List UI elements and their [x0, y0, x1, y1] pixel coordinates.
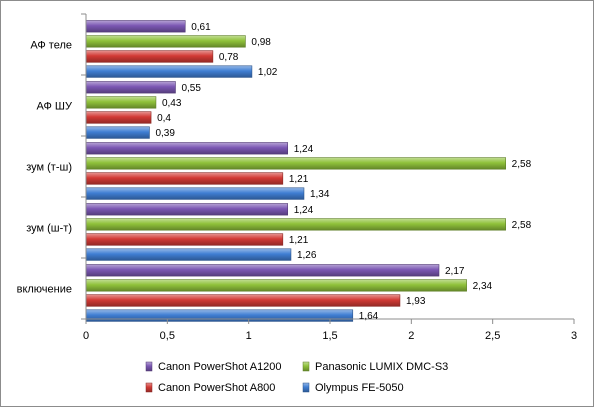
- value-label-5-4: 1,64: [359, 311, 379, 322]
- bar-4-2: [85, 218, 506, 231]
- bar-4-1: [85, 203, 289, 216]
- bar-5-3: [85, 294, 401, 307]
- bar-2-3: [85, 111, 152, 124]
- category-label: АФ теле: [30, 40, 72, 52]
- value-label-4-2: 2,58: [512, 220, 532, 231]
- category-label: зум (ш-т): [26, 223, 72, 235]
- x-tick-label: 3: [571, 330, 577, 342]
- bar-3-3: [85, 172, 284, 185]
- value-label-1-2: 0,98: [251, 37, 271, 48]
- bar-4-4: [85, 248, 292, 261]
- value-label-4-4: 1,26: [297, 250, 317, 261]
- value-label-1-3: 0,78: [219, 52, 239, 63]
- bar-3-2: [85, 157, 506, 170]
- value-label-4-1: 1,24: [294, 205, 314, 216]
- x-tick-label: 0: [83, 330, 89, 342]
- value-label-4-3: 1,21: [289, 235, 309, 246]
- value-label-5-3: 1,93: [406, 296, 426, 307]
- bar-2-1: [85, 81, 176, 94]
- value-label-3-2: 2,58: [512, 159, 532, 170]
- value-label-2-4: 0,39: [155, 128, 175, 139]
- category-label: зум (т-ш): [26, 162, 72, 174]
- x-tick-label: 2,5: [485, 330, 500, 342]
- value-label-5-1: 2,17: [445, 266, 465, 277]
- bar-2-2: [85, 96, 157, 109]
- category-label: АФ ШУ: [37, 101, 73, 113]
- bar-5-4: [85, 309, 354, 322]
- labels-group: 0,61 0,98 0,78 1,02 АФ теле 0,55 0,43 0,4 0,39 АФ…: [17, 22, 577, 342]
- legend-swatch-3: [145, 382, 153, 393]
- value-label-1-1: 0,61: [191, 22, 211, 33]
- axes-group: [81, 13, 575, 324]
- legend-swatch-2: [302, 361, 310, 372]
- bar-1-2: [85, 35, 246, 48]
- value-label-2-3: 0,4: [157, 113, 171, 124]
- bar-1-1: [85, 20, 186, 33]
- legend-swatch-4: [302, 382, 310, 393]
- bar-3-4: [85, 187, 305, 200]
- legend: Canon PowerShot A1200 Panasonic LUMIX DMC…: [145, 361, 448, 394]
- bar-5-2: [85, 279, 467, 292]
- bars-group: [85, 20, 506, 322]
- legend-label-3: Canon PowerShot A800: [158, 382, 275, 394]
- x-tick-label: 0,5: [160, 330, 175, 342]
- category-label: включение: [17, 284, 72, 296]
- x-tick-label: 1,5: [322, 330, 337, 342]
- legend-label-2: Panasonic LUMIX DMC-S3: [315, 361, 448, 373]
- x-tick-label: 1: [246, 330, 252, 342]
- bar-1-3: [85, 50, 214, 63]
- value-label-3-3: 1,21: [289, 174, 309, 185]
- bar-3-1: [85, 142, 289, 155]
- value-label-3-4: 1,34: [310, 189, 330, 200]
- value-label-2-1: 0,55: [181, 83, 201, 94]
- value-label-2-2: 0,43: [162, 98, 182, 109]
- value-label-5-2: 2,34: [473, 281, 493, 292]
- bar-4-3: [85, 233, 284, 246]
- x-tick-label: 2: [408, 330, 414, 342]
- bar-5-1: [85, 264, 440, 277]
- value-label-3-1: 1,24: [294, 144, 314, 155]
- legend-label-1: Canon PowerShot A1200: [158, 361, 282, 373]
- bar-1-4: [85, 65, 253, 78]
- legend-swatch-1: [145, 361, 153, 372]
- bar-2-4: [85, 126, 150, 139]
- value-label-1-4: 1,02: [258, 67, 278, 78]
- legend-label-4: Olympus FE-5050: [315, 382, 404, 394]
